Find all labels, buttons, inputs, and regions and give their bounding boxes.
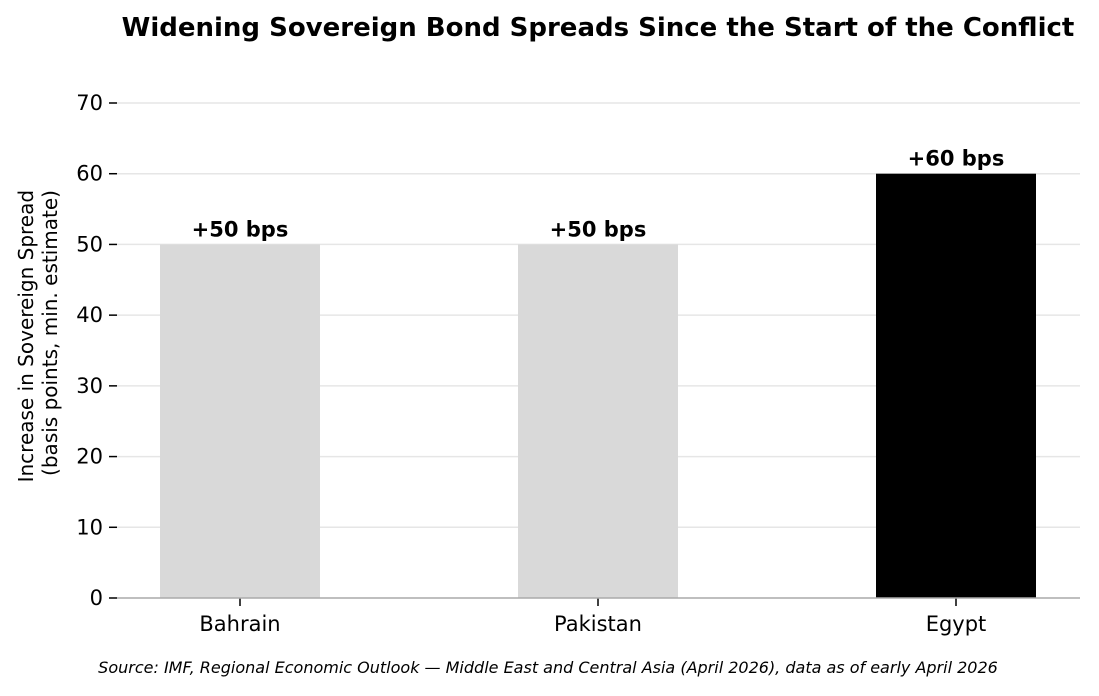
- y-tick-label: 60: [76, 162, 103, 186]
- x-tick-label: Egypt: [926, 612, 987, 636]
- y-tick-label: 50: [76, 232, 103, 256]
- y-tick-label: 20: [76, 445, 103, 469]
- bar-value-label: +60 bps: [908, 147, 1005, 171]
- chart-title: Widening Sovereign Bond Spreads Since th…: [122, 13, 1075, 43]
- y-tick-label: 0: [90, 586, 103, 610]
- bar-egypt: [876, 173, 1036, 598]
- bar-value-label: +50 bps: [550, 217, 647, 241]
- y-tick-label: 40: [76, 303, 103, 327]
- y-tick-label: 10: [76, 515, 103, 539]
- y-tick-label: 30: [76, 374, 103, 398]
- axes: 0 10 20 30 40 50 60 70 Bahrain Pakistan Egypt: [76, 91, 1080, 636]
- bar-value-label: +50 bps: [192, 217, 289, 241]
- x-tick-label: Bahrain: [199, 612, 280, 636]
- y-axis-label-line-1: Increase in Sovereign Spread: [14, 190, 38, 482]
- y-axis-label-line-2: (basis points, min. estimate): [38, 190, 62, 476]
- x-tick-label: Pakistan: [554, 612, 642, 636]
- bar-bahrain: [160, 244, 320, 598]
- y-axis-label: Increase in Sovereign Spread (basis poin…: [14, 184, 62, 483]
- bar-pakistan: [518, 244, 678, 598]
- bars: +50 bps +50 bps +60 bps: [160, 147, 1036, 598]
- y-tick-label: 70: [76, 91, 103, 115]
- source-note: Source: IMF, Regional Economic Outlook —…: [98, 658, 998, 677]
